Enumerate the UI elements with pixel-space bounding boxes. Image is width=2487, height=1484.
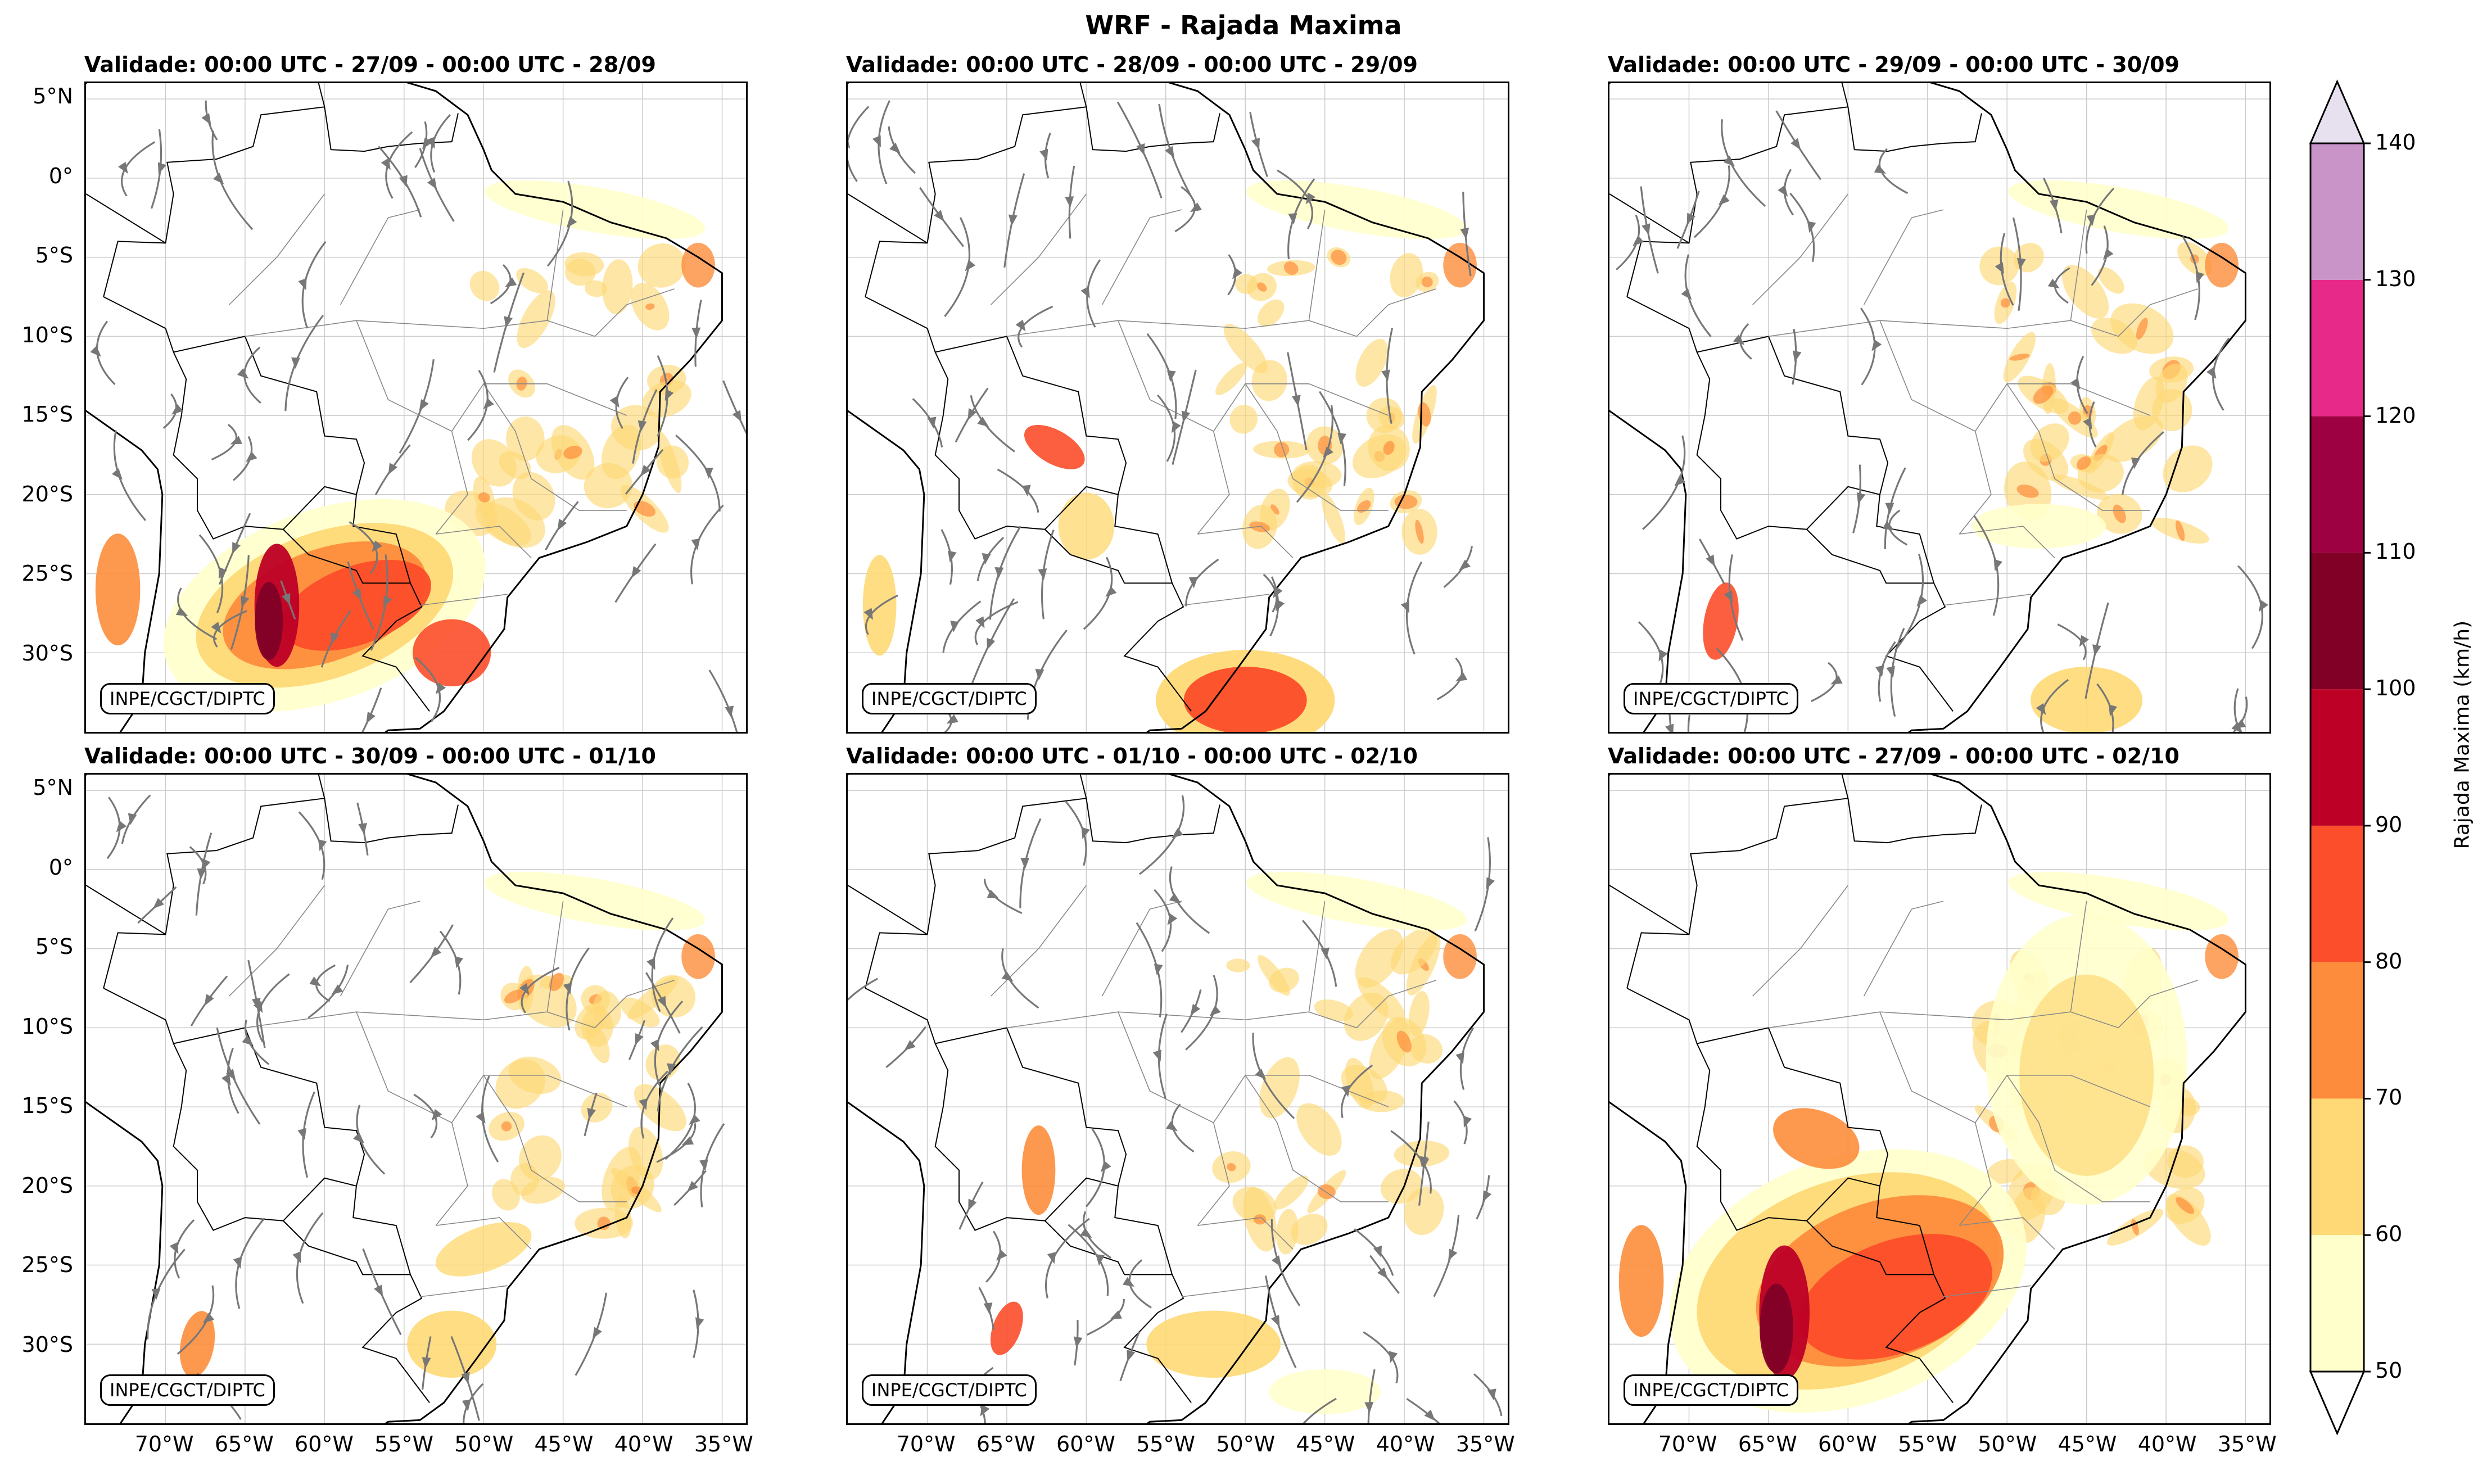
lon-tick-label: 50°W [1978, 1432, 2037, 1456]
lat-tick-label: 0° [48, 854, 73, 880]
lon-tick-label: 55°W [1136, 1432, 1196, 1456]
map-panel [846, 773, 1509, 1425]
colorbar-tick-label: 110 [2375, 539, 2416, 564]
lon-tick-label: 35°W [2217, 1432, 2277, 1456]
colorbar-tick-label: 60 [2375, 1221, 2403, 1247]
colorbar-tick-label: 50 [2375, 1358, 2403, 1383]
colorbar-tick-label: 140 [2375, 130, 2416, 155]
lat-tick-label: 5°S [35, 934, 73, 960]
map-panel [1608, 773, 2271, 1425]
lon-tick-label: 40°W [1376, 1432, 1435, 1456]
map-svg [86, 83, 746, 732]
colorbar-min-extension [2309, 1370, 2366, 1436]
lon-tick-label: 65°W [976, 1432, 1036, 1456]
colorbar-tick-label: 100 [2375, 676, 2416, 701]
colorbar-tick-label: 130 [2375, 266, 2416, 291]
lat-tick-label: 5°S [35, 243, 73, 268]
lon-tick-label: 50°W [454, 1432, 514, 1456]
lon-tick-label: 70°W [896, 1432, 956, 1456]
colorbar-label: Rajada Maxima (km/h) [2450, 620, 2474, 849]
map-svg [86, 775, 746, 1423]
map-panel [84, 82, 748, 734]
lat-tick-label: 10°S [21, 1014, 73, 1039]
lat-tick-label: 20°S [21, 481, 73, 506]
map-svg [1609, 775, 2269, 1423]
lat-tick-label: 25°S [21, 1252, 73, 1278]
lat-tick-label: 0° [48, 163, 73, 188]
credit-label: INPE/CGCT/DIPTC [862, 1374, 1037, 1406]
lon-tick-label: 50°W [1216, 1432, 1276, 1456]
credit-label: INPE/CGCT/DIPTC [100, 1374, 275, 1406]
colorbar-band [2310, 1098, 2364, 1236]
map-panel [84, 773, 748, 1425]
colorbar-tick-label: 90 [2375, 812, 2403, 837]
map-svg [848, 83, 1508, 732]
lon-tick-label: 55°W [374, 1432, 434, 1456]
lon-tick-label: 60°W [295, 1432, 354, 1456]
colorbar-band [2310, 416, 2364, 553]
panel-title: Validade: 00:00 UTC - 30/09 - 00:00 UTC … [84, 744, 656, 768]
lon-tick-label: 70°W [1658, 1432, 1717, 1456]
colorbar-max-extension [2309, 79, 2366, 144]
lon-tick-label: 70°W [134, 1432, 194, 1456]
lon-tick-label: 65°W [1738, 1432, 1797, 1456]
lon-tick-label: 60°W [1056, 1432, 1115, 1456]
colorbar-band [2310, 553, 2364, 690]
figure-title: WRF - Rajada Maxima [1085, 10, 1402, 40]
map-panel [846, 82, 1509, 734]
lat-tick-label: 5°N [33, 84, 73, 109]
lat-tick-label: 30°S [21, 1332, 73, 1357]
colorbar-band [2310, 689, 2364, 826]
colorbar-band [2310, 143, 2364, 280]
credit-label: INPE/CGCT/DIPTC [100, 683, 275, 714]
lon-tick-label: 65°W [214, 1432, 274, 1456]
lat-tick-label: 25°S [21, 561, 73, 586]
colorbar-frame [2309, 142, 2365, 1373]
credit-label: INPE/CGCT/DIPTC [1624, 1374, 1798, 1406]
colorbar-band [2310, 962, 2364, 1099]
colorbar-tick-label: 120 [2375, 402, 2416, 428]
lon-tick-label: 45°W [534, 1432, 594, 1456]
colorbar-tick-label: 70 [2375, 1085, 2403, 1110]
map-svg [1609, 83, 2269, 732]
panel-title: Validade: 00:00 UTC - 01/10 - 00:00 UTC … [846, 744, 1418, 768]
lat-tick-label: 15°S [21, 402, 73, 427]
colorbar-band [2310, 279, 2364, 417]
credit-label: INPE/CGCT/DIPTC [1624, 683, 1798, 714]
lat-tick-label: 30°S [21, 640, 73, 666]
panel-title: Validade: 00:00 UTC - 27/09 - 00:00 UTC … [1608, 744, 2179, 768]
lat-tick-label: 10°S [21, 322, 73, 347]
panel-title: Validade: 00:00 UTC - 29/09 - 00:00 UTC … [1608, 52, 2179, 77]
lon-tick-label: 40°W [2137, 1432, 2197, 1456]
lat-tick-label: 15°S [21, 1093, 73, 1119]
lon-tick-label: 35°W [694, 1432, 753, 1456]
lon-tick-label: 45°W [2058, 1432, 2117, 1456]
map-panel [1608, 82, 2271, 734]
colorbar-band [2310, 825, 2364, 962]
lon-tick-label: 35°W [1455, 1432, 1515, 1456]
lon-tick-label: 40°W [614, 1432, 673, 1456]
lon-tick-label: 60°W [1818, 1432, 1877, 1456]
colorbar-band [2310, 1235, 2364, 1372]
credit-label: INPE/CGCT/DIPTC [862, 683, 1037, 714]
panel-title: Validade: 00:00 UTC - 28/09 - 00:00 UTC … [846, 52, 1418, 77]
map-svg [848, 775, 1508, 1423]
lat-tick-label: 20°S [21, 1173, 73, 1198]
colorbar-tick-label: 80 [2375, 948, 2403, 974]
lat-tick-label: 5°N [33, 775, 73, 800]
lon-tick-label: 45°W [1296, 1432, 1355, 1456]
lon-tick-label: 55°W [1898, 1432, 1957, 1456]
panel-title: Validade: 00:00 UTC - 27/09 - 00:00 UTC … [84, 52, 656, 77]
